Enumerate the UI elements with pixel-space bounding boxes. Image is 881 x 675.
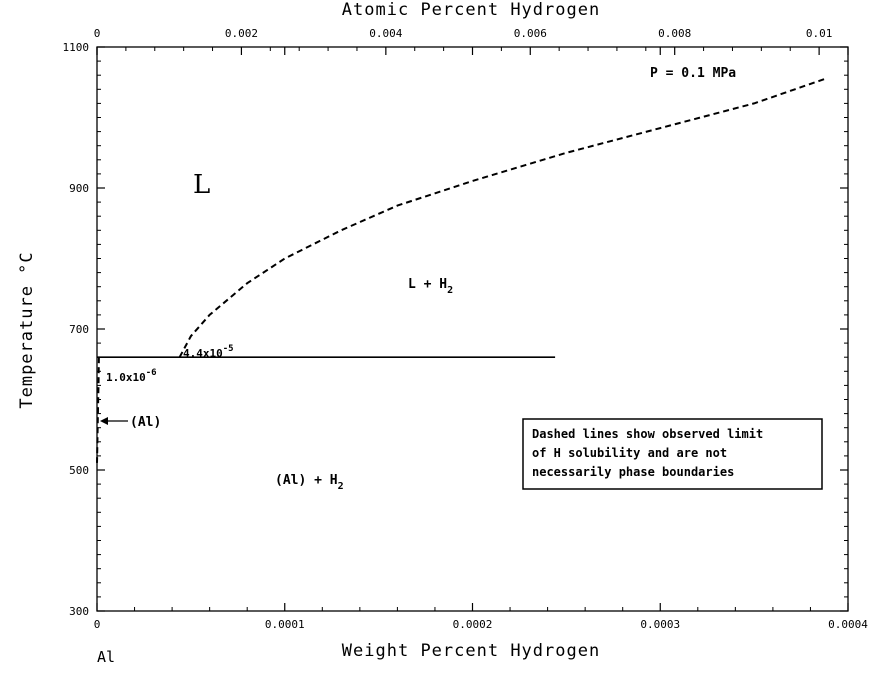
y-tick-label: 1100 [63, 41, 90, 54]
note-box-frame [522, 418, 823, 490]
y-tick-label: 700 [69, 323, 89, 336]
liquid-gas-label: L + H2 [408, 277, 453, 296]
x-tick-label: 0 [94, 618, 101, 631]
y-tick-label: 900 [69, 182, 89, 195]
solid-gas-sub: 2 [338, 481, 344, 492]
note-line-1: Dashed lines show observed limit [532, 427, 763, 441]
solubility-solid-label: 1.0x10-6 [106, 368, 157, 384]
top-tick-label: 0.006 [514, 27, 547, 40]
solid-gas-label: (Al) + H2 [275, 473, 344, 492]
sol-solid-base: 1.0x10 [106, 371, 146, 384]
x-axis-title: Weight Percent Hydrogen [342, 641, 600, 661]
top-tick-label: 0.008 [658, 27, 691, 40]
note-box: Dashed lines show observed limit of H so… [522, 418, 823, 490]
solid-region-callout: (Al) [100, 415, 161, 430]
top-tick-label: 0.01 [806, 27, 833, 40]
y-axis-title: Temperature °C [17, 251, 37, 408]
liquid-label: L [193, 170, 210, 200]
pressure-label: P = 0.1 MPa [650, 66, 736, 81]
sol-liquid-base: 4.4x10 [183, 347, 223, 360]
series-line-0 [178, 77, 826, 358]
x-tick-label: 0.0001 [265, 618, 305, 631]
solid-gas-main: (Al) + H [275, 473, 338, 488]
x-tick-label: 0.0002 [453, 618, 493, 631]
liquid-gas-sub: 2 [447, 285, 453, 296]
note-line-3: necessarily phase boundaries [532, 465, 734, 479]
liquid-gas-main: L + H [408, 277, 447, 292]
y-tick-label: 300 [69, 605, 89, 618]
top-tick-label: 0 [94, 27, 101, 40]
top-axis-title: Atomic Percent Hydrogen [342, 0, 600, 20]
x-tick-label: 0.0004 [828, 618, 868, 631]
note-line-2: of H solubility and are not [532, 446, 727, 460]
arrow-head-icon [100, 417, 108, 425]
sol-liquid-exp: -5 [223, 344, 234, 354]
element-label: Al [97, 648, 115, 666]
y-tick-label: 500 [69, 464, 89, 477]
top-tick-label: 0.002 [225, 27, 258, 40]
solubility-liquid-label: 4.4x10-5 [183, 344, 234, 360]
plot-frame [96, 46, 849, 612]
x-tick-label: 0.0003 [640, 618, 680, 631]
sol-solid-exp: -6 [146, 368, 157, 378]
top-tick-label: 0.004 [369, 27, 402, 40]
solid-label: (Al) [130, 415, 161, 430]
series-line-2 [96, 357, 100, 463]
